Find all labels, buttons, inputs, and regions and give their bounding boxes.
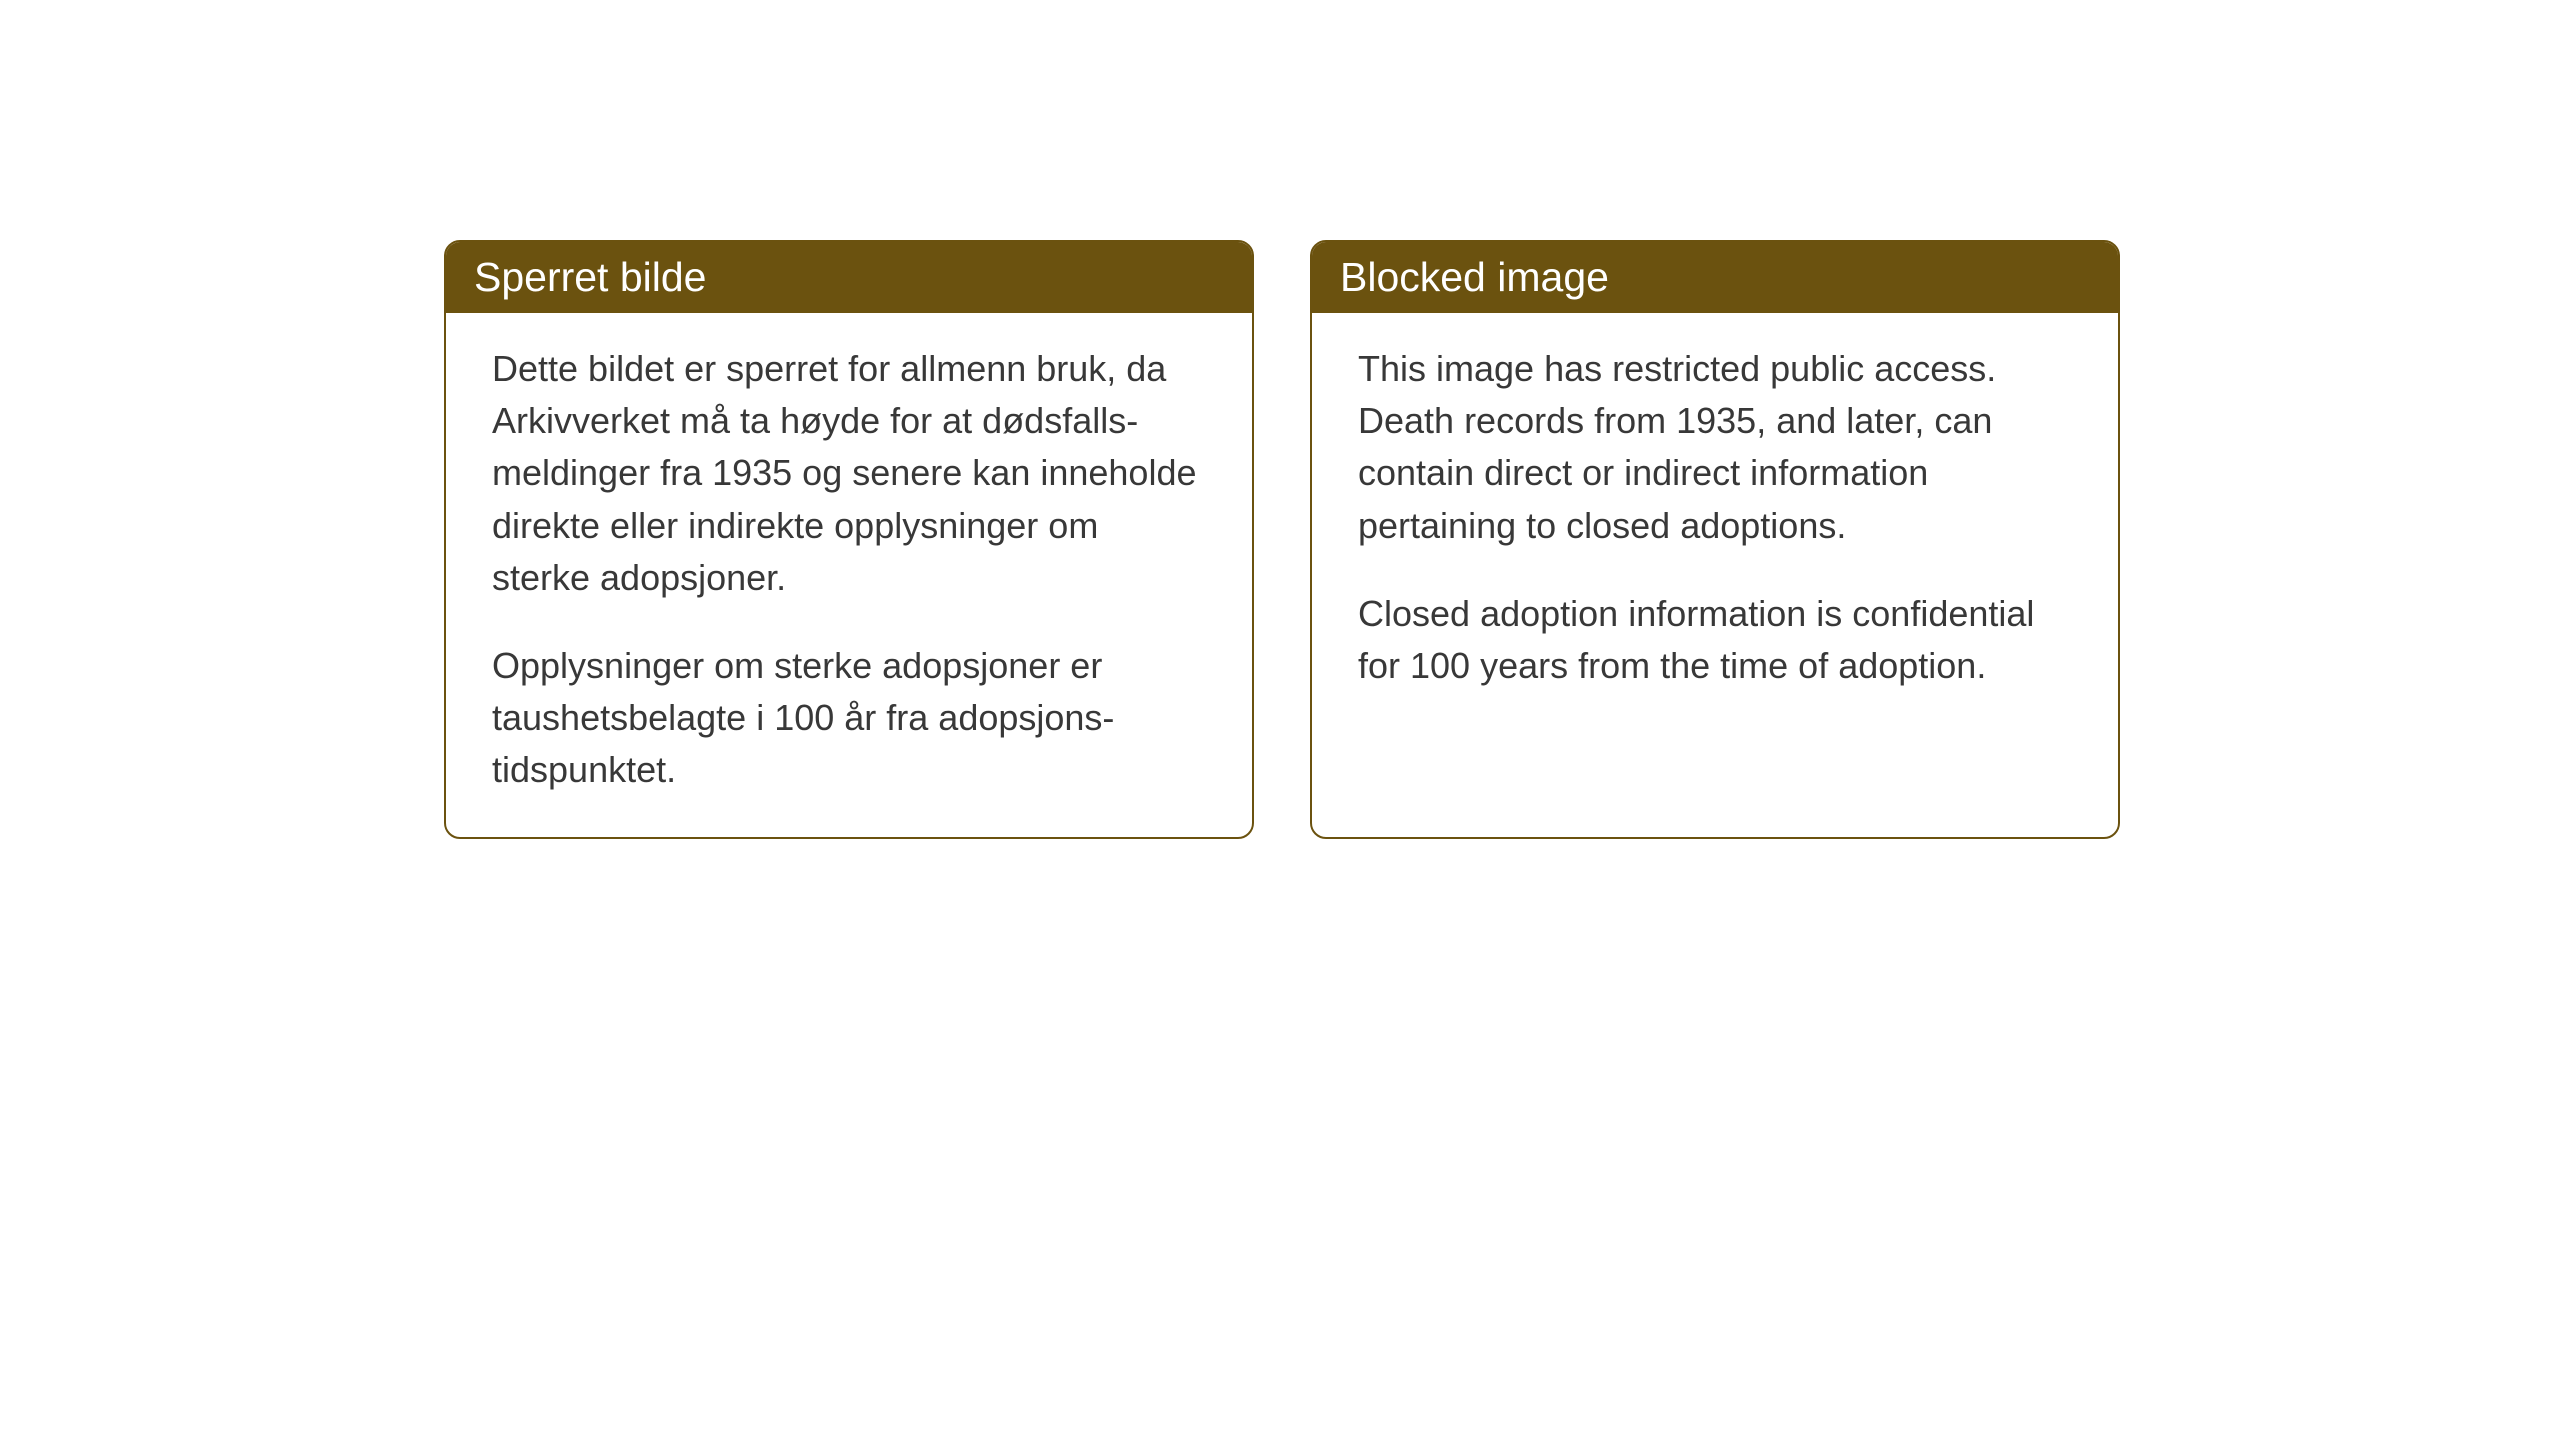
card-english: Blocked image This image has restricted … xyxy=(1310,240,2120,839)
card-norwegian-paragraph-1: Dette bildet er sperret for allmenn bruk… xyxy=(492,343,1206,604)
card-english-paragraph-2: Closed adoption information is confident… xyxy=(1358,588,2072,692)
card-english-header: Blocked image xyxy=(1312,242,2118,313)
card-norwegian: Sperret bilde Dette bildet er sperret fo… xyxy=(444,240,1254,839)
card-english-body: This image has restricted public access.… xyxy=(1312,313,2118,732)
card-norwegian-body: Dette bildet er sperret for allmenn bruk… xyxy=(446,313,1252,837)
card-norwegian-header: Sperret bilde xyxy=(446,242,1252,313)
card-english-paragraph-1: This image has restricted public access.… xyxy=(1358,343,2072,552)
cards-container: Sperret bilde Dette bildet er sperret fo… xyxy=(444,240,2120,839)
card-norwegian-paragraph-2: Opplysninger om sterke adopsjoner er tau… xyxy=(492,640,1206,797)
